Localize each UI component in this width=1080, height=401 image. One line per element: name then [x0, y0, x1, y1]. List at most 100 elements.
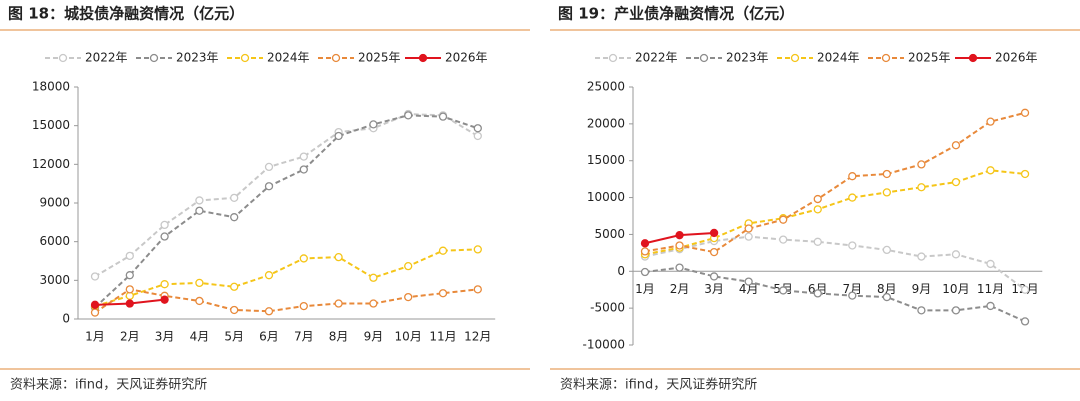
y-tick-label: 25000 — [587, 80, 625, 94]
point — [640, 239, 650, 248]
legend-marker — [149, 53, 159, 63]
point — [1020, 317, 1030, 326]
legend-label: 2025年 — [908, 51, 951, 65]
y-tick-label: 12000 — [32, 157, 70, 171]
point — [1020, 285, 1030, 294]
chart-title: 图 19：产业债净融资情况（亿元） — [558, 5, 794, 23]
legend-marker — [699, 53, 709, 63]
x-tick-label: 10月 — [942, 282, 969, 296]
legend-label: 2023年 — [176, 51, 219, 65]
legend-marker — [790, 53, 800, 63]
legend-marker — [58, 53, 68, 63]
x-tick-label: 8月 — [877, 282, 897, 296]
y-tick-label: 5000 — [594, 227, 625, 241]
point — [779, 286, 788, 295]
point — [1020, 108, 1030, 117]
y-tick-label: 0 — [617, 264, 625, 278]
point — [160, 295, 169, 304]
series-line — [94, 288, 478, 314]
x-tick-label: 5月 — [224, 330, 244, 344]
legend-label: 2022年 — [85, 51, 128, 65]
point — [299, 301, 308, 311]
x-tick-label: 1月 — [635, 282, 655, 296]
point — [334, 299, 343, 308]
x-tick-label: 7月 — [842, 282, 862, 296]
point — [334, 131, 343, 141]
point — [438, 246, 448, 255]
point — [640, 247, 650, 256]
point — [230, 282, 239, 291]
point — [917, 160, 926, 169]
point — [473, 285, 482, 294]
point — [473, 245, 482, 254]
point — [195, 206, 204, 215]
point — [951, 250, 961, 259]
legend-label: 2025年 — [358, 51, 401, 65]
point — [264, 271, 274, 280]
legend-label: 2024年 — [267, 51, 310, 65]
point — [986, 301, 995, 311]
point — [125, 251, 134, 260]
point — [951, 177, 961, 187]
point — [160, 232, 169, 241]
point — [744, 277, 753, 286]
x-tick-label: 12月 — [464, 330, 491, 344]
point — [986, 117, 995, 126]
series-line — [94, 114, 479, 309]
legend-label: 2022年 — [635, 51, 678, 65]
point — [813, 205, 822, 214]
point — [848, 291, 857, 300]
y-tick-label: 15000 — [32, 118, 70, 132]
point — [299, 254, 308, 263]
point — [848, 172, 857, 181]
point — [917, 306, 926, 315]
point — [1020, 169, 1030, 179]
point — [438, 289, 448, 298]
point — [404, 262, 413, 271]
point — [779, 235, 788, 244]
point — [125, 271, 134, 280]
y-tick-label: 3000 — [39, 273, 70, 287]
point — [744, 232, 753, 241]
point — [264, 307, 274, 316]
point — [986, 259, 995, 269]
x-tick-label: 3月 — [704, 282, 724, 296]
series-line — [644, 111, 1026, 254]
point — [813, 289, 822, 298]
y-tick-label: 9000 — [39, 196, 70, 210]
x-tick-label: 6月 — [259, 330, 279, 344]
y-tick-label: 10000 — [587, 190, 625, 204]
point — [90, 272, 100, 281]
point — [195, 278, 204, 288]
point — [195, 196, 204, 205]
legend-marker — [608, 53, 618, 63]
legend-marker — [881, 53, 891, 63]
point — [882, 188, 891, 197]
point — [369, 273, 378, 282]
point — [709, 247, 719, 257]
y-tick-label: 0 — [62, 312, 70, 326]
point — [709, 228, 719, 238]
legend-marker — [240, 53, 250, 63]
point — [90, 308, 100, 317]
y-tick-label: 6000 — [39, 234, 70, 248]
x-tick-label: 2月 — [120, 330, 140, 344]
chart-title: 图 18：城投债净融资情况（亿元） — [8, 5, 244, 23]
legend-label: 2024年 — [817, 51, 860, 65]
point — [369, 299, 378, 308]
point — [230, 213, 239, 222]
series-line — [644, 266, 1026, 323]
point — [195, 296, 204, 306]
x-tick-label: 11月 — [429, 330, 456, 344]
point — [882, 169, 891, 179]
point — [230, 305, 239, 315]
point — [951, 306, 961, 315]
point — [848, 193, 857, 202]
point — [299, 165, 308, 174]
point — [160, 280, 169, 289]
source: 资料来源：ifind，天风证券研究所 — [560, 377, 757, 393]
y-tick-label: -5000 — [590, 301, 625, 315]
x-tick-label: 4月 — [739, 282, 759, 296]
point — [917, 252, 926, 261]
x-tick-label: 3月 — [155, 330, 175, 344]
